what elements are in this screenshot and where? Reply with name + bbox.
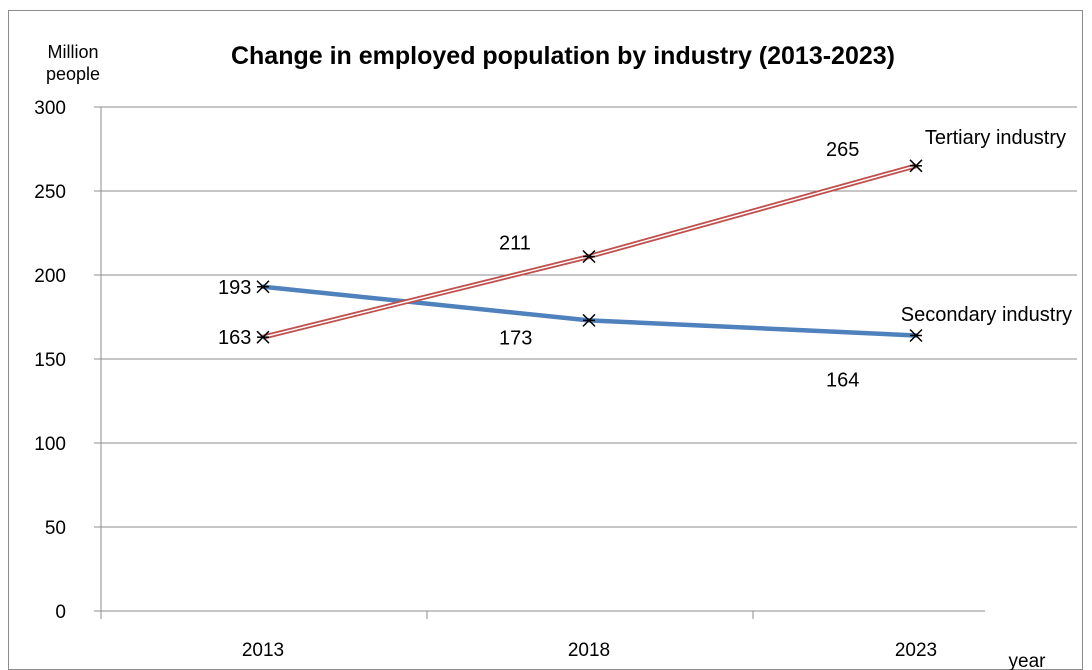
y-tick-label: 150 bbox=[34, 350, 66, 371]
axes: 0 50 100 150 200 250 300 2013 2018 2023 bbox=[34, 98, 985, 661]
data-label: 265 bbox=[826, 139, 859, 161]
data-point-marker bbox=[256, 280, 270, 294]
y-axis-unit-line1: Million bbox=[47, 42, 98, 62]
series-lines bbox=[256, 159, 923, 344]
chart-title: Change in employed population by industr… bbox=[231, 42, 895, 70]
y-tick-label: 100 bbox=[34, 434, 66, 455]
y-tick-label: 200 bbox=[34, 266, 66, 287]
series-name-label: Tertiary industry bbox=[925, 127, 1066, 149]
data-point-marker bbox=[582, 249, 596, 264]
x-axis-label: year bbox=[1009, 651, 1047, 670]
data-labels: 193 173 164 Secondary industry 163 211 265 Tert… bbox=[218, 127, 1072, 391]
data-label: 163 bbox=[218, 327, 251, 349]
x-tick-label: 2018 bbox=[568, 640, 610, 661]
y-tick-label: 300 bbox=[34, 98, 66, 119]
data-label: 164 bbox=[826, 369, 859, 391]
data-point-marker bbox=[909, 159, 923, 173]
y-axis-unit-line2: people bbox=[46, 64, 100, 84]
series-name-label: Secondary industry bbox=[901, 304, 1072, 326]
data-label: 211 bbox=[499, 233, 531, 255]
data-point-marker bbox=[909, 328, 923, 343]
data-label: 193 bbox=[218, 277, 251, 299]
x-tick-label: 2013 bbox=[242, 640, 284, 661]
x-tick-label: 2023 bbox=[895, 640, 937, 661]
data-point-marker bbox=[582, 313, 596, 327]
gridlines bbox=[101, 106, 1077, 528]
chart-frame bbox=[8, 10, 1083, 670]
y-tick-label: 50 bbox=[45, 518, 66, 539]
y-tick-label: 250 bbox=[34, 182, 66, 203]
y-tick-label: 0 bbox=[55, 602, 66, 623]
data-label: 173 bbox=[499, 327, 532, 349]
data-point-marker bbox=[256, 330, 270, 344]
series-line-tertiary-industry bbox=[262, 163, 917, 340]
